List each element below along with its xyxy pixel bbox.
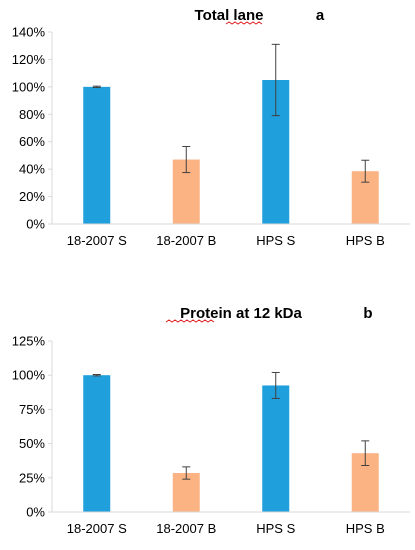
chart-a-y-tick-label: 20% (19, 189, 45, 204)
chart-a-x-tick-label: HPS B (346, 233, 385, 248)
chart-b-panel-label: b (363, 305, 372, 322)
chart-b-bar (262, 385, 290, 512)
chart-b-title: Protein at 12 kDa (180, 305, 302, 322)
chart-b-plot: 0% 25% 50% 75% 100% 125% 18-2007 S 18-2007 B HPS… (12, 334, 410, 536)
chart-a-y-tick-label: 120% (12, 52, 46, 67)
chart-b-x-tick-label: 18-2007 B (156, 521, 216, 536)
chart-b-y-tick-label: 100% (12, 368, 46, 383)
chart-b-x-tick-label: 18-2007 S (67, 521, 127, 536)
chart-b: Protein at 12 kDa b 0% 25% 50% 75% 100% 125% 1… (12, 305, 410, 536)
chart-a: Total lane a 0% 20% 40% 60% 80% 100% 120% 140% 1… (12, 7, 410, 248)
chart-b-y-tick-label: 0% (26, 505, 45, 520)
chart-a-x-tick-label: HPS S (256, 233, 295, 248)
chart-b-y-tick-label: 25% (19, 470, 45, 485)
chart-a-bar (83, 86, 111, 224)
chart-a-spellcheck-mark (225, 21, 263, 25)
chart-a-y-tick-label: 100% (12, 79, 46, 94)
chart-a-title: Total lane (195, 7, 264, 24)
chart-a-y-tick-label: 40% (19, 162, 45, 177)
chart-b-bar (83, 375, 111, 512)
chart-a-panel-label: a (316, 7, 325, 24)
chart-b-y-tick-label: 125% (12, 334, 46, 349)
chart-a-x-tick-label: 18-2007 S (67, 233, 127, 248)
chart-a-y-tick-label: 0% (26, 217, 45, 232)
chart-b-x-tick-label: HPS B (346, 521, 385, 536)
chart-b-y-tick-label: 50% (19, 436, 45, 451)
chart-a-plot: 0% 20% 40% 60% 80% 100% 120% 140% 18-2007 S 18-20… (12, 25, 410, 248)
chart-a-y-tick-label: 60% (19, 134, 45, 149)
chart-a-x-tick-label: 18-2007 B (156, 233, 216, 248)
chart-b-spellcheck-mark (165, 319, 215, 323)
chart-b-x-tick-label: HPS S (256, 521, 295, 536)
chart-a-y-tick-label: 140% (12, 25, 46, 40)
chart-b-y-tick-label: 75% (19, 402, 45, 417)
chart-a-y-tick-label: 80% (19, 107, 45, 122)
